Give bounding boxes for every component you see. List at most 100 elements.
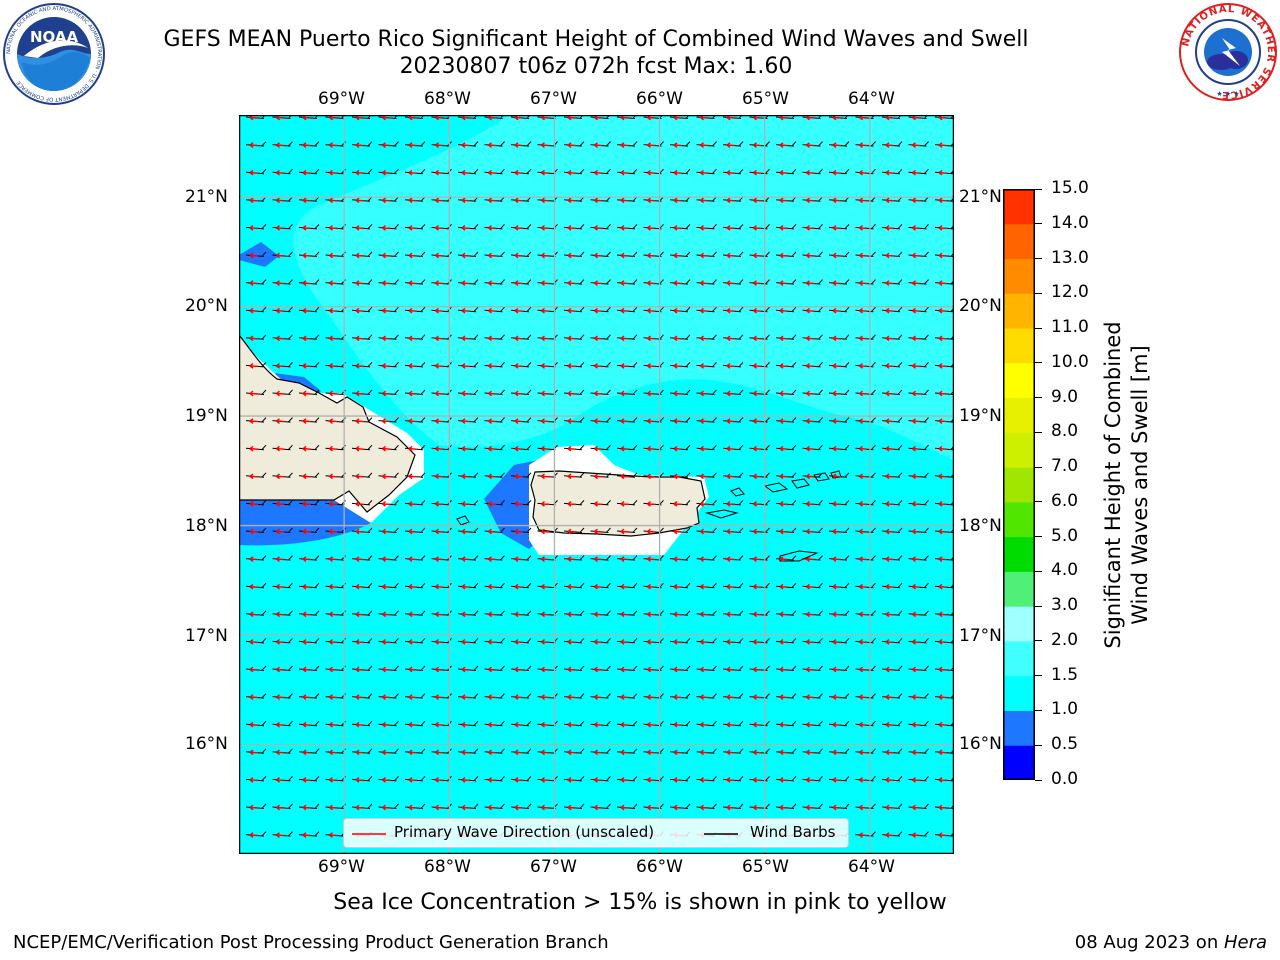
primary-wave-arrow [726, 142, 736, 148]
primary-wave-arrow [276, 418, 285, 424]
primary-wave-arrow [594, 556, 603, 562]
colorbar-tick [1035, 258, 1042, 260]
primary-wave-arrow [885, 280, 895, 286]
primary-wave-arrow [700, 639, 709, 645]
primary-wave-arrow [355, 777, 365, 783]
colorbar-title-line2: Wind Waves and Swell [m] [1128, 345, 1152, 625]
primary-wave-arrow [514, 142, 524, 148]
primary-wave-arrow [753, 721, 762, 728]
lat-label-left-21n: 21°N [185, 187, 228, 207]
primary-wave-arrow [541, 169, 550, 176]
primary-wave-arrow [302, 363, 312, 369]
primary-wave-arrow [832, 445, 842, 452]
primary-wave-arrow [435, 252, 444, 259]
primary-wave-arrow [700, 473, 709, 480]
primary-wave-arrow [594, 804, 603, 811]
chart-subtitle: 20230807 t06z 072h fcst Max: 1.60 [399, 54, 793, 79]
primary-wave-arrow [249, 749, 259, 756]
primary-wave-arrow [302, 501, 312, 507]
primary-wave-arrow [249, 611, 259, 618]
colorbar-segment [1003, 710, 1035, 746]
primary-wave-arrow [435, 445, 444, 452]
primary-wave-arrow [647, 418, 656, 424]
primary-wave-arrow [912, 390, 921, 397]
primary-wave-arrow [382, 639, 391, 645]
colorbar [1003, 189, 1035, 780]
primary-wave-arrow [355, 169, 365, 176]
colorbar-tick-label: 1.0 [1051, 699, 1079, 720]
primary-wave-arrow [647, 583, 656, 590]
primary-wave-arrow [382, 749, 391, 756]
primary-wave-arrow [806, 142, 815, 148]
primary-wave-arrow [832, 473, 842, 480]
primary-wave-arrow [408, 639, 418, 645]
primary-wave-arrow [753, 749, 762, 756]
primary-wave-arrow [647, 307, 656, 314]
primary-wave-arrow [276, 501, 285, 507]
colorbar-segment [1003, 536, 1035, 572]
primary-wave-arrow [938, 252, 948, 259]
primary-wave-arrow [461, 307, 471, 314]
primary-wave-arrow [435, 335, 444, 342]
colorbar-segment [1003, 432, 1035, 468]
primary-wave-arrow [620, 583, 630, 590]
primary-wave-arrow [355, 639, 365, 645]
lon-label-top-67w: 67°W [530, 89, 577, 109]
primary-wave-arrow [753, 639, 762, 645]
primary-wave-arrow [647, 749, 656, 756]
primary-wave-arrow [435, 225, 444, 231]
primary-wave-arrow [488, 197, 497, 204]
primary-wave-arrow [382, 501, 391, 507]
primary-wave-arrow [355, 225, 365, 231]
primary-wave-arrow [859, 721, 868, 728]
colorbar-tick [1035, 744, 1042, 746]
primary-wave-arrow [753, 280, 762, 286]
primary-wave-arrow [329, 721, 338, 728]
primary-wave-arrow [249, 197, 259, 204]
primary-wave-arrow [461, 804, 471, 811]
primary-wave-arrow [355, 611, 365, 618]
primary-wave-arrow [647, 197, 656, 204]
colorbar-tick-label: 0.5 [1051, 734, 1079, 755]
primary-wave-arrow [647, 804, 656, 811]
run-date-text: 08 Aug 2023 on [1074, 932, 1224, 953]
primary-wave-arrow [673, 556, 683, 562]
primary-wave-arrow [488, 280, 497, 286]
primary-wave-arrow [912, 307, 921, 314]
colorbar-tick [1035, 223, 1042, 225]
primary-wave-arrow [355, 694, 365, 700]
primary-wave-arrow [382, 528, 391, 535]
primary-wave-arrow [488, 749, 497, 756]
primary-wave-arrow [382, 556, 391, 562]
primary-wave-arrow [726, 363, 736, 369]
primary-wave-arrow [488, 445, 497, 452]
primary-wave-arrow [859, 197, 868, 204]
primary-wave-arrow [806, 501, 815, 507]
primary-wave-arrow [673, 252, 683, 259]
primary-wave-arrow [885, 197, 895, 204]
primary-wave-arrow [753, 363, 762, 369]
primary-wave-arrow [302, 721, 312, 728]
primary-wave-arrow [779, 473, 789, 480]
primary-wave-arrow [779, 611, 789, 618]
primary-wave-arrow [435, 639, 444, 645]
island-culebra [730, 487, 745, 497]
primary-wave-arrow [753, 473, 762, 480]
primary-wave-arrow [885, 666, 895, 673]
primary-wave-arrow [859, 307, 868, 314]
primary-wave-arrow [806, 280, 815, 286]
primary-wave-arrow [726, 666, 736, 673]
primary-wave-arrow [567, 445, 577, 452]
primary-wave-arrow [859, 335, 868, 342]
primary-wave-arrow [382, 611, 391, 618]
primary-wave-arrow [700, 169, 709, 176]
primary-wave-arrow [461, 721, 471, 728]
primary-wave-arrow [382, 307, 391, 314]
primary-wave-arrow [859, 804, 868, 811]
primary-wave-arrow [488, 335, 497, 342]
primary-wave-arrow [673, 694, 683, 700]
primary-wave-arrow [461, 639, 471, 645]
primary-wave-arrow [302, 307, 312, 314]
primary-wave-arrow [647, 528, 656, 535]
primary-wave-arrow [779, 280, 789, 286]
